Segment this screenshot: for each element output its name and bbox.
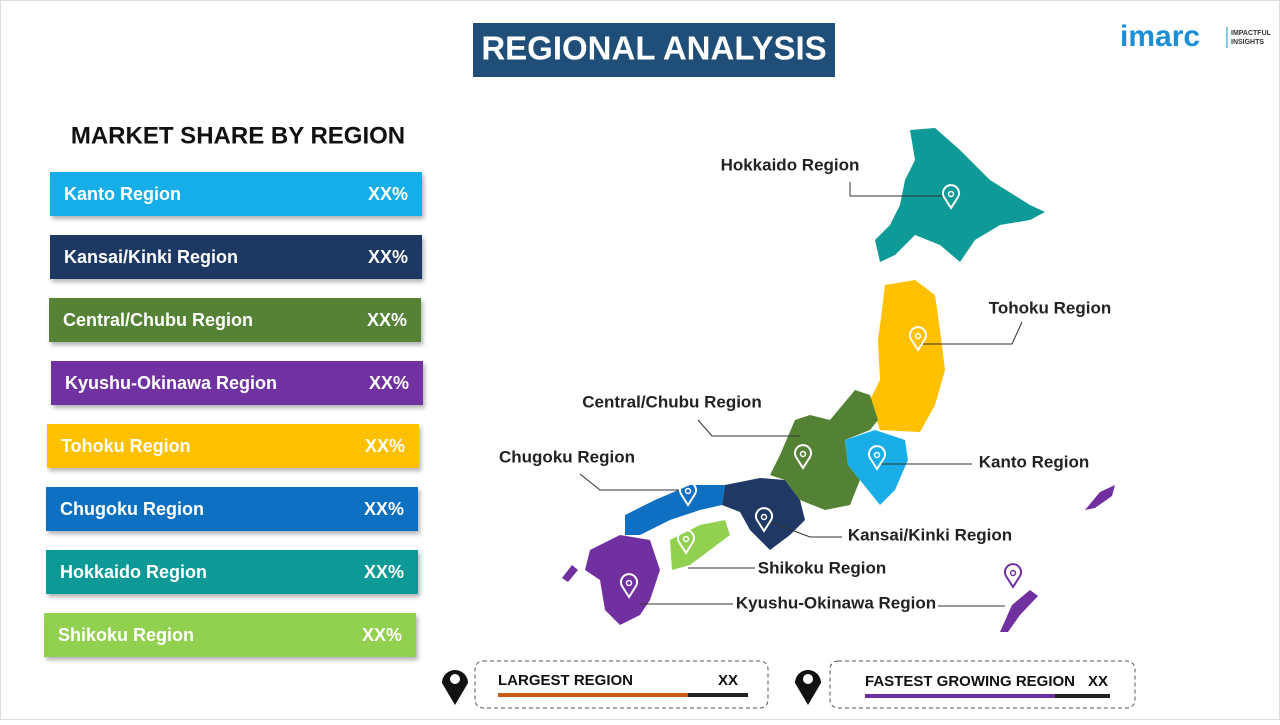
chugoku: [625, 485, 725, 535]
row-bar: [49, 298, 421, 342]
islands: [562, 565, 578, 582]
map-label: Chugoku Region: [499, 447, 635, 466]
footer-label: FASTEST GROWING REGION: [865, 673, 1075, 690]
row-label: Tohoku Region: [61, 436, 191, 456]
panel-title: MARKET SHARE BY REGION: [71, 122, 405, 149]
map-pin: [679, 481, 697, 507]
row-label: Hokkaido Region: [60, 562, 207, 582]
region-row: Kanto Region XX%: [50, 172, 422, 216]
underline: [498, 693, 688, 697]
row-label: Shikoku Region: [58, 625, 194, 645]
map-pin-dot: [873, 451, 881, 459]
row-bar: [50, 235, 422, 279]
row-label: Kansai/Kinki Region: [64, 247, 238, 267]
row-label: Kyushu-Okinawa Region: [65, 373, 277, 393]
leader-line: [697, 419, 800, 437]
footer-box: [829, 660, 1136, 709]
chubu: [770, 390, 878, 510]
map-pin-dot: [682, 535, 690, 543]
footer-value: XX: [1088, 673, 1108, 690]
map-pin: [868, 445, 886, 471]
map-label: Kyushu-Okinawa Region: [736, 593, 936, 612]
hokkaido: [875, 128, 1045, 262]
map-label: Kansai/Kinki Region: [848, 525, 1012, 544]
map-pin: [794, 444, 812, 470]
title-box: [473, 23, 835, 77]
tohoku: [870, 280, 945, 432]
map-label: Central/Chubu Region: [582, 392, 761, 411]
row-value: XX%: [367, 310, 407, 330]
row-value: XX%: [364, 499, 404, 519]
shikoku: [670, 520, 730, 570]
region-row: Central/Chubu Region XX%: [49, 298, 421, 342]
map-pin-dot: [684, 487, 692, 495]
underline: [865, 694, 1055, 698]
title: REGIONAL ANALYSIS: [481, 30, 826, 67]
region-row: Tohoku Region XX%: [47, 424, 419, 468]
row-value: XX%: [368, 184, 408, 204]
leader-line: [579, 473, 680, 491]
map-label: Hokkaido Region: [721, 155, 860, 174]
row-value: XX%: [362, 625, 402, 645]
map-pin: [755, 507, 773, 533]
map-pin: [677, 529, 695, 555]
map-pin: [620, 573, 638, 599]
region-row: Hokkaido Region XX%: [46, 550, 418, 594]
row-bar: [50, 172, 422, 216]
leader-line: [769, 521, 842, 538]
map-label: Shikoku Region: [758, 558, 886, 577]
row-bar: [47, 424, 419, 468]
row-value: XX%: [364, 562, 404, 582]
row-label: Central/Chubu Region: [63, 310, 253, 330]
region-row: Kyushu-Okinawa Region XX%: [51, 361, 423, 405]
footer-box: [474, 660, 769, 709]
map-pin: [942, 184, 960, 210]
logo-brand: imarc: [1120, 20, 1200, 53]
okinawa: [1000, 590, 1038, 632]
map-pin-dot: [799, 450, 807, 458]
footer-label: LARGEST REGION: [498, 672, 633, 689]
row-value: XX%: [369, 373, 409, 393]
region-row: Kansai/Kinki Region XX%: [50, 235, 422, 279]
map-pin: [1004, 563, 1022, 589]
row-value: XX%: [368, 247, 408, 267]
pin-hole: [803, 674, 813, 684]
map-label: Tohoku Region: [989, 298, 1111, 317]
logo-tagline: INSIGHTS: [1231, 39, 1264, 46]
region-row: Chugoku Region XX%: [46, 487, 418, 531]
map: [562, 128, 1115, 632]
row-bar: [46, 487, 418, 531]
map-labels: Hokkaido Region Tohoku Region Central/Ch…: [499, 155, 1111, 612]
row-value: XX%: [365, 436, 405, 456]
kyushu: [585, 535, 660, 625]
underline: [1055, 694, 1110, 698]
pin-icon: [442, 670, 468, 705]
leader-line: [920, 321, 1023, 345]
map-pin-dot: [914, 332, 922, 340]
map-pin-dot: [1009, 569, 1017, 577]
footer: LARGEST REGION XX FASTEST GROWING REGION…: [442, 660, 1136, 709]
footer-value: XX: [718, 672, 738, 689]
pin-icon: [795, 670, 821, 705]
row-bar: [46, 550, 418, 594]
region-row: Shikoku Region XX%: [44, 613, 416, 657]
map-pin-dot: [625, 579, 633, 587]
map-pin: [909, 326, 927, 352]
row-label: Chugoku Region: [60, 499, 204, 519]
underline: [688, 693, 748, 697]
map-pin-dot: [947, 190, 955, 198]
map-label: Kanto Region: [979, 452, 1090, 471]
islands: [1085, 485, 1115, 510]
map-pin-dot: [760, 513, 768, 521]
row-bar: [44, 613, 416, 657]
row-label: Kanto Region: [64, 184, 181, 204]
logo-tagline: IMPACTFUL: [1231, 30, 1272, 37]
row-bar: [51, 361, 423, 405]
leader-line: [849, 182, 945, 197]
pin-hole: [450, 674, 460, 684]
